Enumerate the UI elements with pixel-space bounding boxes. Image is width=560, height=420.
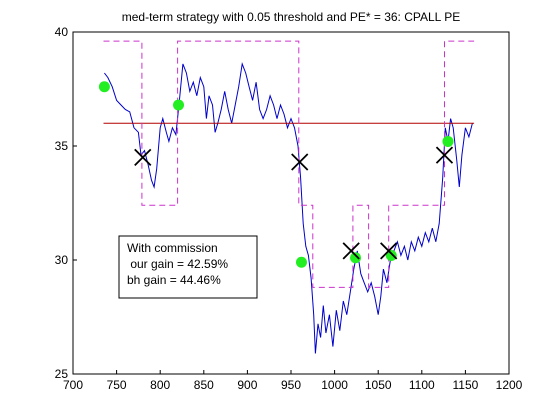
annotation-box: With commission our gain = 42.59% bh gai… <box>118 235 258 299</box>
y-tick-label-1: 30 <box>55 253 69 267</box>
annotation-line-1: With commission <box>127 241 218 255</box>
y-tick-label-0: 25 <box>55 367 69 381</box>
x-tick-label-5: 950 <box>281 378 301 392</box>
x-tick-label-10: 1200 <box>496 378 523 392</box>
sell-marker-3 <box>380 242 398 260</box>
buy-marker-2 <box>295 256 307 268</box>
x-tick-label-6: 1000 <box>321 378 348 392</box>
buy-marker-3 <box>350 252 362 264</box>
annotation-frame <box>118 235 258 299</box>
x-axis: 700 750 800 850 900 950 1000 1050 1100 1150 1200 <box>63 370 523 392</box>
series-line-0 <box>104 61 473 354</box>
sell-marker-1 <box>291 153 309 171</box>
y-tick-label-3: 40 <box>55 25 69 39</box>
x-tick-label-8: 1100 <box>409 378 435 392</box>
sell-marker-0 <box>134 148 152 167</box>
annotation-line-3: bh gain = 44.46% <box>127 273 221 287</box>
y-tick-label-2: 35 <box>55 139 69 153</box>
x-tick-label-1: 750 <box>107 378 127 392</box>
buy-marker-5 <box>442 135 454 147</box>
series-line-2 <box>103 40 475 288</box>
plot-layer <box>98 40 475 354</box>
sell-marker-2 <box>342 242 360 260</box>
annotation-line-2: our gain = 42.59% <box>127 257 228 271</box>
buy-marker-1 <box>173 99 185 111</box>
chart-title: med-term strategy with 0.05 threshold an… <box>122 10 461 24</box>
y-axis: 25 30 35 40 <box>55 25 77 381</box>
x-tick-label-4: 900 <box>237 378 257 392</box>
sell-marker-4 <box>435 146 454 164</box>
x-tick-label-7: 1050 <box>365 378 392 392</box>
x-tick-label-3: 850 <box>194 378 214 392</box>
x-tick-label-2: 800 <box>150 378 170 392</box>
x-tick-label-0: 700 <box>63 378 83 392</box>
buy-marker-0 <box>98 81 110 93</box>
x-tick-label-9: 1150 <box>452 378 478 392</box>
buy-marker-4 <box>385 249 397 261</box>
